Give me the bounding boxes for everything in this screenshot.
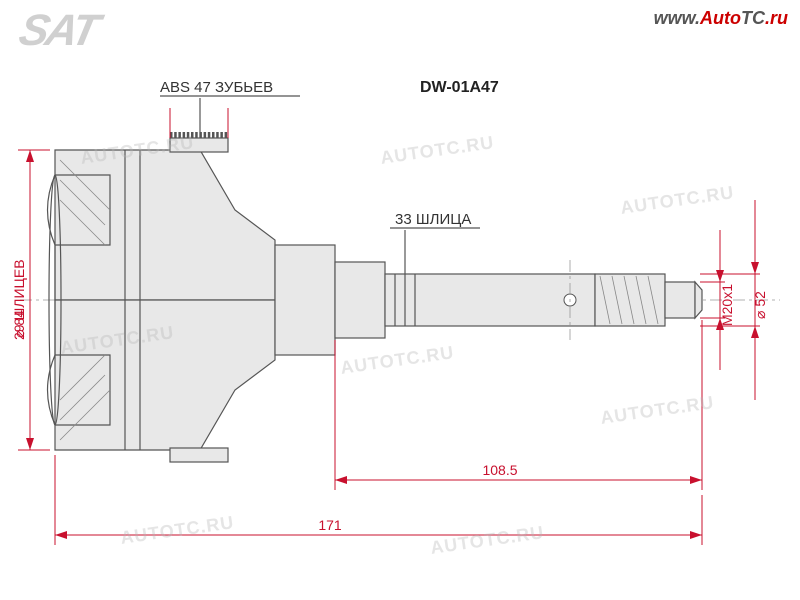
svg-text:108.5: 108.5 <box>482 462 517 478</box>
svg-text:171: 171 <box>318 517 342 533</box>
part-number: DW-01A47 <box>420 79 499 96</box>
label-splines33: 33 ШЛИЦА <box>390 211 480 274</box>
cv-housing <box>48 150 276 450</box>
svg-text:33 ШЛИЦА: 33 ШЛИЦА <box>395 211 471 228</box>
svg-text:ABS 47 ЗУБЬЕВ: ABS 47 ЗУБЬЕВ <box>160 79 273 96</box>
dim-108: 108.5 <box>335 320 702 490</box>
svg-text:⌀ 52: ⌀ 52 <box>752 291 768 319</box>
technical-drawing: 29 ШЛИЦЕВ ⌀ 84 ⌀ 52 M20x1 108.5 171 <box>0 0 800 600</box>
label-abs: ABS 47 ЗУБЬЕВ <box>160 79 300 138</box>
svg-text:⌀ 84: ⌀ 84 <box>11 310 27 338</box>
dim-171: 171 <box>55 455 702 545</box>
svg-text:M20x1: M20x1 <box>719 284 735 326</box>
shaft <box>275 245 702 355</box>
